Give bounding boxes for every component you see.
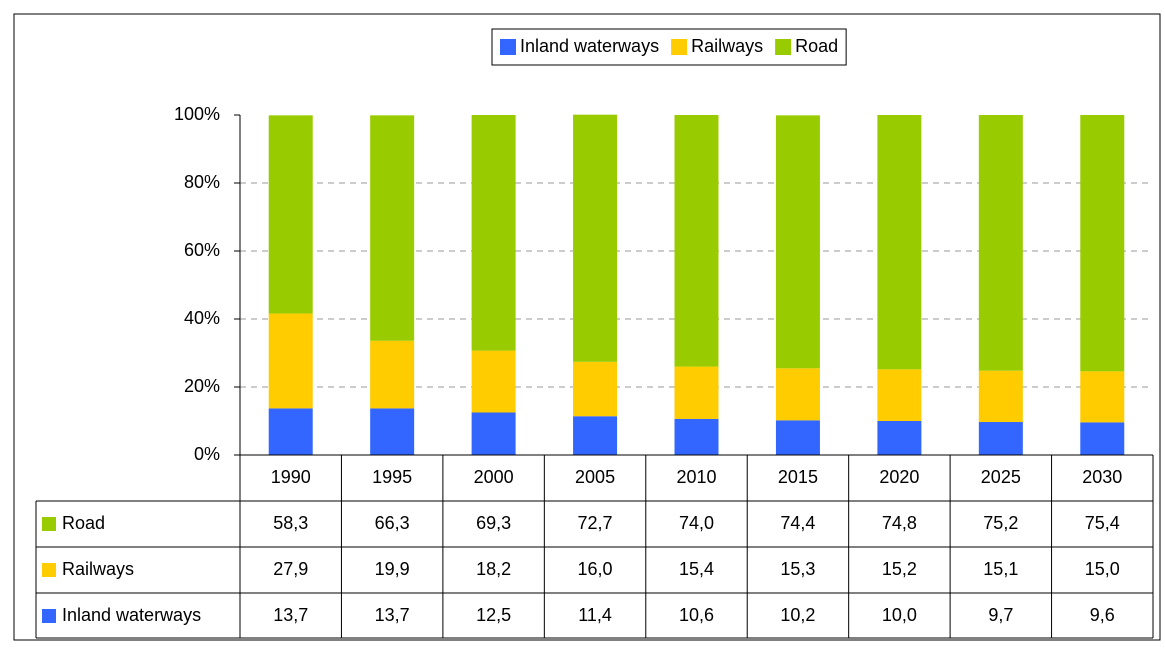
bar-segment: [268, 313, 313, 409]
data-label: 72,7: [578, 513, 613, 533]
x-tick-label: 2025: [981, 467, 1021, 487]
table-row-label: Inland waterways: [62, 605, 201, 625]
y-tick-label: 100%: [174, 104, 220, 124]
data-label: 27,9: [273, 559, 308, 579]
bar-segment: [370, 340, 415, 409]
data-label: 13,7: [273, 605, 308, 625]
x-tick-label: 2000: [474, 467, 514, 487]
y-tick-label: 20%: [184, 376, 220, 396]
bar-segment: [978, 115, 1023, 371]
table-legend-key: [42, 517, 56, 531]
data-label: 15,1: [983, 559, 1018, 579]
data-label: 74,0: [679, 513, 714, 533]
data-label: 9,6: [1090, 605, 1115, 625]
bar-segment: [370, 115, 415, 341]
data-label: 16,0: [578, 559, 613, 579]
bar-segment: [471, 115, 516, 351]
data-label: 75,4: [1085, 513, 1120, 533]
bar-segment: [471, 412, 516, 455]
table-legend-key: [42, 563, 56, 577]
bar-segment: [775, 115, 820, 369]
x-tick-label: 2020: [879, 467, 919, 487]
data-label: 19,9: [375, 559, 410, 579]
legend-label: Railways: [691, 36, 763, 56]
data-label: 74,4: [780, 513, 815, 533]
bar-segment: [268, 408, 313, 455]
y-tick-label: 0%: [194, 444, 220, 464]
data-label: 9,7: [988, 605, 1013, 625]
table-row-label: Road: [62, 513, 105, 533]
x-tick-label: 2005: [575, 467, 615, 487]
data-label: 15,4: [679, 559, 714, 579]
bar-segment: [674, 418, 719, 455]
table-legend-key: [42, 609, 56, 623]
bar-segment: [775, 420, 820, 455]
data-label: 58,3: [273, 513, 308, 533]
data-label: 15,2: [882, 559, 917, 579]
x-tick-label: 2030: [1082, 467, 1122, 487]
x-tick-label: 2010: [676, 467, 716, 487]
bar-segment: [1080, 371, 1125, 423]
x-tick-label: 1990: [271, 467, 311, 487]
data-label: 74,8: [882, 513, 917, 533]
bar-segment: [1080, 115, 1125, 372]
bar-segment: [877, 369, 922, 421]
legend-label: Road: [795, 36, 838, 56]
bar-segment: [775, 368, 820, 421]
y-tick-label: 40%: [184, 308, 220, 328]
y-tick-label: 60%: [184, 240, 220, 260]
table-row-label: Railways: [62, 559, 134, 579]
legend-key: [500, 39, 516, 55]
legend-key: [671, 39, 688, 55]
bar-segment: [877, 421, 922, 455]
data-label: 12,5: [476, 605, 511, 625]
bar-segment: [573, 114, 618, 362]
data-label: 10,0: [882, 605, 917, 625]
data-label: 10,6: [679, 605, 714, 625]
data-label: 18,2: [476, 559, 511, 579]
data-label: 10,2: [780, 605, 815, 625]
bar-segment: [674, 115, 719, 367]
bar-segment: [573, 416, 618, 455]
bar-segment: [1080, 422, 1125, 455]
bar-segment: [877, 115, 922, 370]
data-label: 69,3: [476, 513, 511, 533]
bar-segment: [674, 366, 719, 419]
legend-label: Inland waterways: [520, 36, 659, 56]
data-label: 11,4: [578, 605, 612, 625]
bar-segment: [573, 361, 618, 417]
x-tick-label: 2015: [778, 467, 818, 487]
data-label: 75,2: [983, 513, 1018, 533]
legend-key: [775, 39, 792, 55]
bar-segment: [370, 408, 415, 455]
data-label: 15,3: [780, 559, 815, 579]
x-tick-label: 1995: [372, 467, 412, 487]
bar-segment: [471, 350, 516, 413]
y-tick-label: 80%: [184, 172, 220, 192]
data-label: 66,3: [375, 513, 410, 533]
bar-segment: [978, 370, 1023, 423]
data-label: 13,7: [375, 605, 410, 625]
bar-segment: [268, 115, 313, 314]
bar-segment: [978, 422, 1023, 455]
data-label: 15,0: [1085, 559, 1120, 579]
